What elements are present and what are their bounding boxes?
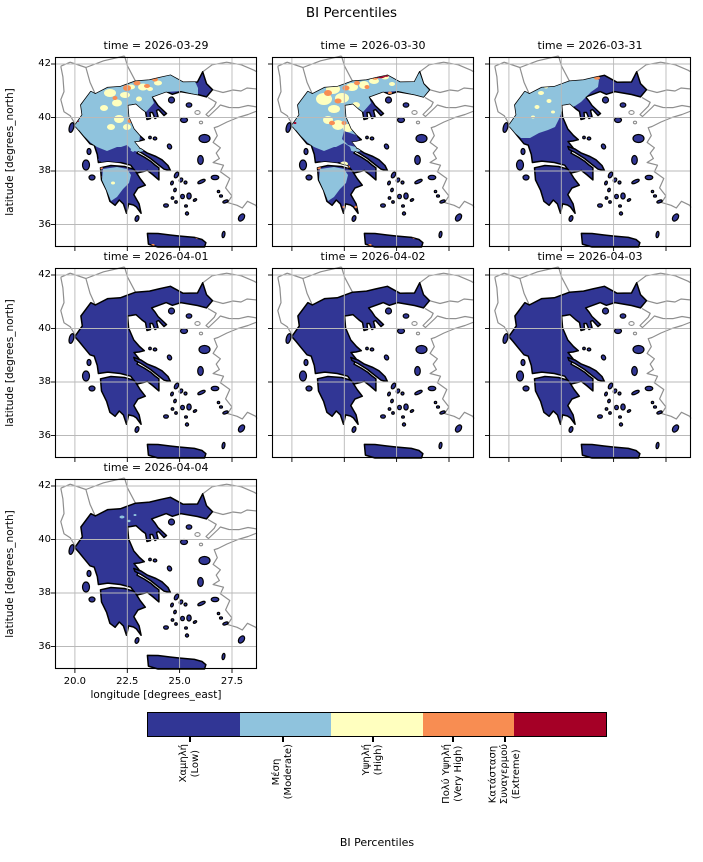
gridlines xyxy=(489,57,691,247)
y-tick-label: 38 xyxy=(38,165,51,176)
axis-ticks xyxy=(485,63,667,251)
map-subplot-3 xyxy=(485,55,692,251)
overlay-2026-03-29 xyxy=(74,74,199,247)
axes-frame xyxy=(271,56,475,248)
colorbar-tick-label: Χαμηλή (Low) xyxy=(178,744,201,783)
map-subplot-2 xyxy=(268,55,475,251)
y-tick-label: 42 xyxy=(38,58,51,69)
y-tick-label: 42 xyxy=(38,480,51,491)
subplot-title: time = 2026-04-03 xyxy=(537,250,643,263)
x-axis-label: longitude [degrees_east] xyxy=(90,689,222,701)
subplot-title: time = 2026-03-30 xyxy=(320,39,426,52)
y-tick-label: 40 xyxy=(38,533,51,545)
axes-frame xyxy=(54,56,258,248)
greece-landmass xyxy=(502,282,680,459)
y-tick-label: 40 xyxy=(38,322,51,334)
neighbor-borders xyxy=(277,55,475,209)
greece-landmass xyxy=(68,493,246,670)
islands xyxy=(68,518,246,661)
y-axis-label: latitude [degrees_north] xyxy=(4,88,16,216)
gridlines xyxy=(55,57,257,247)
gridlines xyxy=(489,268,691,458)
greece-landmass xyxy=(68,282,246,459)
axis-ticks xyxy=(51,485,233,673)
y-tick-label: 42 xyxy=(38,269,51,280)
overlay-2026-04-04 xyxy=(119,514,137,523)
neighbor-borders xyxy=(277,266,475,420)
colorbar-tick xyxy=(372,737,374,742)
y-tick-label: 36 xyxy=(38,429,51,441)
gridlines xyxy=(272,268,474,458)
neighbor-borders xyxy=(60,477,258,631)
colorbar-tick xyxy=(282,737,284,742)
colorbar-label: BI Percentiles xyxy=(339,836,415,849)
figure-title: BI Percentiles xyxy=(305,5,398,21)
islands xyxy=(502,307,680,450)
islands xyxy=(68,96,246,239)
islands xyxy=(285,307,463,450)
colorbar-segment-1 xyxy=(148,713,240,736)
gridlines xyxy=(272,57,474,247)
colorbar-tick-label: Υψηλή (High) xyxy=(361,744,384,776)
subplot-title: time = 2026-04-04 xyxy=(103,461,209,474)
colorbar-segment-2 xyxy=(239,713,332,736)
axis-ticks xyxy=(51,63,233,251)
y-axis-label: latitude [degrees_north] xyxy=(4,510,16,638)
gridlines xyxy=(55,268,257,458)
y-tick-label: 38 xyxy=(38,376,51,387)
axes-frame xyxy=(488,267,692,459)
neighbor-borders xyxy=(60,55,258,209)
colorbar-tick xyxy=(189,737,191,742)
islands xyxy=(285,96,463,239)
axis-ticks xyxy=(268,63,450,251)
axis-ticks xyxy=(485,274,667,462)
colorbar-tick-label: Μέση (Moderate) xyxy=(271,744,295,800)
subplot-title: time = 2026-04-02 xyxy=(320,250,426,263)
x-tick-label: 22.5 xyxy=(116,676,139,687)
y-tick-label: 36 xyxy=(38,218,51,230)
x-tick-label: 20.0 xyxy=(63,676,87,687)
subplot-title: time = 2026-04-01 xyxy=(103,250,209,263)
axis-ticks xyxy=(268,274,450,462)
colorbar-tick-label: Κατάσταση Συναγερμού (Extreme) xyxy=(487,744,522,805)
colorbar-tick xyxy=(452,737,454,742)
subplot-title: time = 2026-03-29 xyxy=(103,39,209,52)
axes-frame xyxy=(271,267,475,459)
x-tick-label: 25.0 xyxy=(168,676,191,687)
map-subplot-5 xyxy=(268,266,475,462)
greece-landmass xyxy=(285,282,463,459)
colorbar-tick xyxy=(504,737,506,742)
axis-ticks xyxy=(51,274,233,462)
x-tick-label: 27.5 xyxy=(220,676,244,687)
map-subplot-7 xyxy=(51,477,258,673)
neighbor-borders xyxy=(494,55,692,209)
colorbar-segment-5 xyxy=(514,713,606,736)
colorbar-segment-4 xyxy=(422,713,515,736)
islands xyxy=(68,307,246,450)
gridlines xyxy=(55,479,257,669)
y-tick-label: 36 xyxy=(38,640,51,652)
axes-frame xyxy=(54,478,258,670)
subplot-title: time = 2026-03-31 xyxy=(537,39,643,52)
colorbar-tick-label: Πολύ Υψηλή (Very High) xyxy=(441,744,464,804)
y-tick-label: 40 xyxy=(38,111,51,123)
y-axis-label: latitude [degrees_north] xyxy=(4,299,16,427)
map-subplot-1 xyxy=(51,55,258,251)
map-subplot-6 xyxy=(485,266,692,462)
axes-frame xyxy=(54,267,258,459)
y-tick-label: 38 xyxy=(38,587,51,598)
overlay-2026-03-30 xyxy=(291,72,429,247)
colorbar-segment-3 xyxy=(331,713,423,736)
colorbar xyxy=(147,712,607,737)
axes-frame xyxy=(488,56,692,248)
map-subplot-4 xyxy=(51,266,258,462)
